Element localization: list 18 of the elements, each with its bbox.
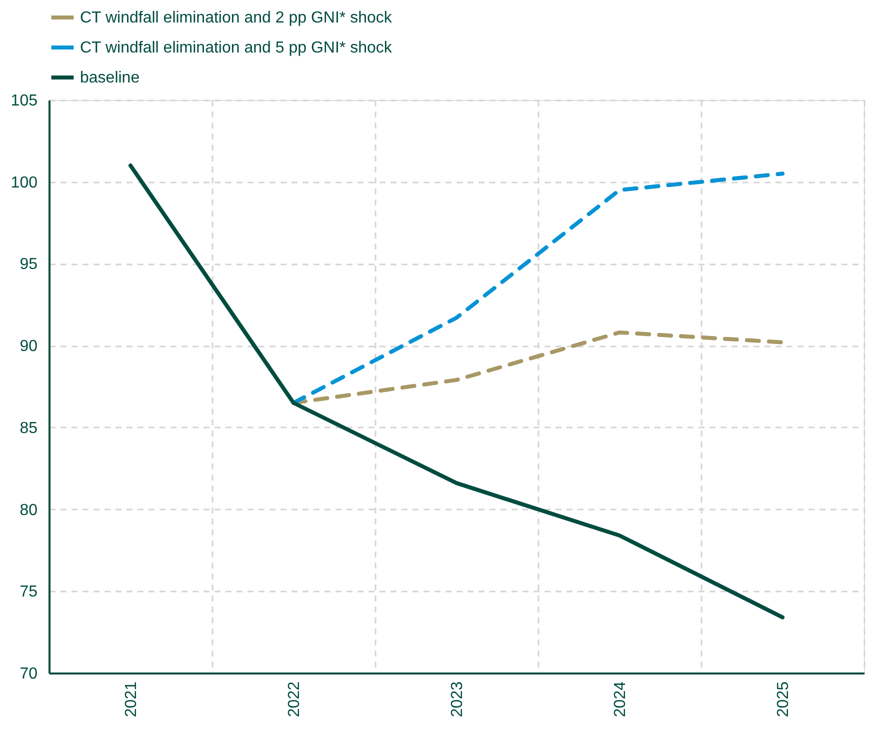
x-tick-label: 2024	[612, 681, 629, 718]
legend-label: baseline	[80, 70, 140, 86]
x-tick-label: 2023	[449, 681, 466, 718]
x-tick-label: 2022	[286, 681, 303, 718]
legend-label: CT windfall elimination and 2 pp GNI* shock	[80, 10, 393, 26]
x-tick-label: 2021	[123, 681, 140, 718]
y-tick-label: 95	[20, 256, 38, 274]
y-tick-label: 70	[20, 666, 38, 682]
y-tick-label: 75	[20, 584, 38, 601]
line-series	[128, 163, 784, 620]
line-series	[292, 172, 784, 405]
y-tick-label: 90	[20, 338, 38, 356]
y-tick-label: 100	[10, 174, 38, 192]
y-tick-label: 85	[20, 420, 38, 437]
legend-label: CT windfall elimination and 5 pp GNI* shock	[80, 40, 393, 56]
y-tick-label: 105	[10, 92, 38, 110]
y-tick-label: 80	[20, 502, 38, 519]
x-tick-label: 2025	[775, 681, 792, 718]
